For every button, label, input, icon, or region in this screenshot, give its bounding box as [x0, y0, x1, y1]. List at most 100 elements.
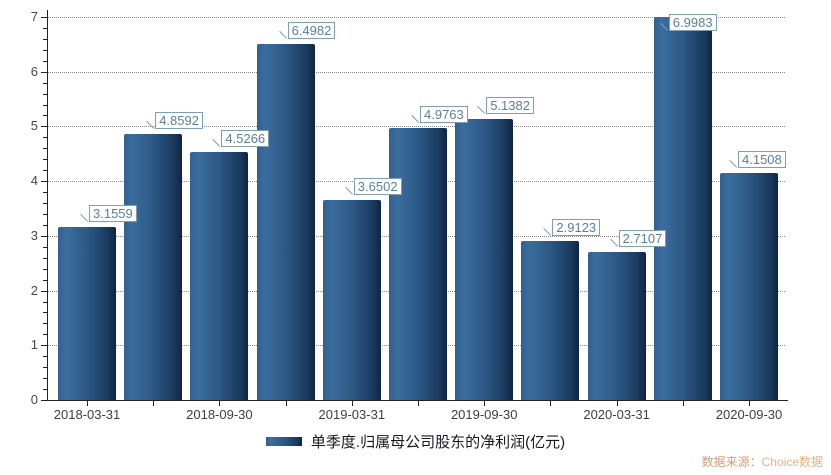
- y-minor-tick: [43, 268, 47, 270]
- bar: [256, 44, 315, 400]
- x-tick: [418, 401, 419, 406]
- x-tick: [682, 401, 684, 406]
- x-tick-label: 2020-03-31: [583, 407, 650, 422]
- y-minor-tick: [43, 389, 47, 391]
- y-minor-tick: [43, 213, 47, 215]
- x-tick: [550, 401, 552, 406]
- y-major-tick: [41, 400, 47, 401]
- value-label: 2.9123: [552, 218, 601, 236]
- bar: [587, 251, 646, 400]
- y-minor-tick: [43, 257, 47, 259]
- value-label: 4.9763: [420, 105, 468, 123]
- value-label-connector: [146, 121, 155, 129]
- gridline: [48, 126, 785, 128]
- y-major-tick: [41, 235, 47, 237]
- data-source-brand: Choice数据: [761, 455, 823, 469]
- y-minor-tick: [43, 192, 47, 194]
- y-minor-tick: [43, 279, 47, 281]
- bar: [720, 172, 778, 400]
- y-major-tick: [41, 181, 47, 183]
- y-tick-label: 6: [30, 63, 38, 79]
- y-tick-label: 7: [30, 9, 38, 24]
- gridline: [48, 17, 785, 18]
- y-major-tick: [41, 345, 47, 347]
- y-minor-tick: [43, 60, 47, 62]
- value-label: 4.1508: [738, 150, 786, 168]
- value-label-connector: [411, 114, 419, 123]
- x-tick: [484, 401, 486, 406]
- value-label: 6.4982: [287, 22, 336, 40]
- y-tick-label: 0: [30, 392, 38, 407]
- y-minor-tick: [43, 334, 47, 336]
- y-minor-tick: [43, 246, 47, 248]
- y-minor-tick: [43, 170, 47, 172]
- value-label: 4.5266: [221, 130, 270, 148]
- value-label: 3.1559: [89, 205, 137, 223]
- value-label: 2.7107: [618, 229, 667, 247]
- y-minor-tick: [43, 38, 47, 40]
- x-tick-label: 2020-09-30: [715, 407, 783, 422]
- data-source: 数据来源：Choice数据: [702, 453, 823, 470]
- data-source-prefix: 数据来源：: [701, 455, 762, 469]
- value-label-connector: [609, 238, 618, 247]
- value-label: 4.8592: [155, 112, 203, 130]
- y-minor-tick: [43, 49, 47, 51]
- legend-swatch-icon: [265, 436, 302, 446]
- x-tick: [219, 401, 221, 406]
- y-minor-tick: [43, 301, 47, 303]
- value-label-connector: [729, 159, 737, 168]
- y-major-tick: [41, 126, 47, 128]
- y-minor-tick: [43, 82, 47, 84]
- x-tick: [285, 401, 287, 406]
- value-label-connector: [80, 214, 88, 223]
- y-tick-label: 2: [30, 282, 38, 298]
- y-minor-tick: [43, 224, 47, 226]
- y-minor-tick: [43, 148, 47, 150]
- y-axis-line: [47, 10, 48, 401]
- y-minor-tick: [43, 378, 47, 380]
- y-minor-tick: [43, 323, 47, 325]
- y-minor-tick: [43, 159, 47, 161]
- bar: [124, 134, 183, 400]
- bar: [190, 152, 249, 400]
- x-tick-label: 2019-09-30: [450, 407, 518, 422]
- y-major-tick: [41, 290, 47, 292]
- legend: 单季度.归属母公司股东的净利润(亿元): [0, 431, 831, 451]
- y-minor-tick: [43, 27, 47, 29]
- y-minor-tick: [43, 203, 47, 205]
- x-tick: [153, 401, 155, 406]
- y-tick-label: 5: [30, 118, 38, 134]
- x-axis-line: [47, 400, 788, 401]
- y-minor-tick: [43, 93, 47, 95]
- x-tick: [351, 401, 353, 406]
- x-tick: [87, 401, 88, 406]
- legend-label: 单季度.归属母公司股东的净利润(亿元): [310, 433, 566, 451]
- bar: [521, 240, 580, 400]
- bar: [455, 118, 514, 400]
- y-major-tick: [41, 71, 47, 73]
- value-label-connector: [543, 227, 552, 236]
- y-tick-label: 4: [30, 173, 38, 189]
- x-tick-label: 2018-09-30: [186, 407, 253, 422]
- y-tick-label: 1: [30, 337, 38, 353]
- value-label-connector: [212, 139, 221, 148]
- value-label: 3.6502: [353, 178, 402, 196]
- bar: [322, 200, 381, 400]
- y-minor-tick: [43, 312, 47, 314]
- value-label: 5.1382: [486, 96, 534, 114]
- y-minor-tick: [43, 104, 47, 106]
- plot-area: 0 1 2 3 4 5 6 7 2018-03-31 2018-09-30 2019-03-31 20…: [30, 9, 788, 422]
- x-tick: [616, 401, 618, 406]
- value-label: 6.9983: [668, 14, 717, 32]
- gridline: [48, 71, 785, 73]
- y-minor-tick: [43, 367, 47, 369]
- x-tick-label: 2019-03-31: [318, 407, 386, 422]
- bar: [58, 227, 116, 400]
- value-label-connector: [278, 31, 287, 40]
- bar: [653, 17, 712, 400]
- x-tick: [749, 401, 750, 406]
- bar: [389, 127, 447, 400]
- y-minor-tick: [43, 115, 47, 117]
- value-label-connector: [477, 105, 486, 114]
